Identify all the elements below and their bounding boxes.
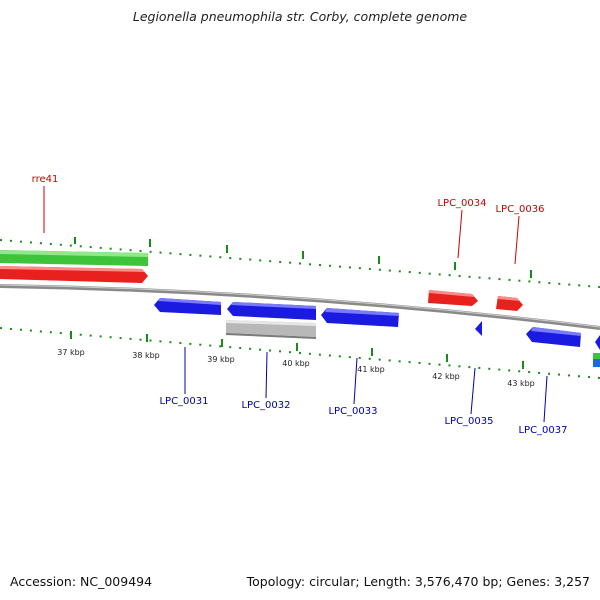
scale-label-38kbp: 38 kbp [132,351,160,360]
reverse-gene-lpc-0032[interactable] [227,302,316,320]
outer-tick-track [0,237,600,288]
pseudo-gene[interactable] [226,320,316,339]
leader-line [470,367,476,415]
reverse-gene-lpc-0031[interactable] [154,298,221,315]
gene-label-lpc-0035[interactable]: LPC_0035 [444,416,493,427]
accession-text: Accession: NC_009494 [10,574,153,589]
scale-labels: 37 kbp 38 kbp 39 kbp 40 kbp 41 kbp 42 kb… [57,348,535,388]
edge-features [593,353,600,367]
scale-label-42kbp: 42 kbp [432,372,460,381]
leader-line [457,209,463,259]
rna-feature-rre41[interactable] [0,250,148,266]
gene-label-lpc-0033[interactable]: LPC_0033 [328,406,377,417]
genome-summary-text: Topology: circular; Length: 3,576,470 bp… [246,574,590,589]
map-title: Legionella pneumophila str. Corby, compl… [132,9,468,24]
forward-gene-labels: rre41 LPC_0034 LPC_0036 [32,174,545,265]
scale-label-43kbp: 43 kbp [507,379,535,388]
reverse-gene-lpc-0033[interactable] [321,308,399,327]
leader-line [514,215,520,265]
gene-label-lpc-0034[interactable]: LPC_0034 [437,198,486,209]
forward-gene-lpc-0036[interactable] [496,296,523,311]
inner-tick-track [0,327,600,379]
gene-label-lpc-0036[interactable]: LPC_0036 [495,204,544,215]
reverse-gene-edge[interactable] [595,335,600,350]
scale-label-41kbp: 41 kbp [357,365,385,374]
gene-label-rre41[interactable]: rre41 [32,174,59,185]
gene-label-lpc-0031[interactable]: LPC_0031 [159,396,208,407]
reverse-gene-labels: LPC_0031 LPC_0032 LPC_0033 LPC_0035 LPC_… [159,347,568,436]
forward-gene-lpc-0034[interactable] [428,290,478,306]
genome-backbone [0,284,600,330]
scale-label-37kbp: 37 kbp [57,348,85,357]
gene-label-lpc-0037[interactable]: LPC_0037 [518,425,567,436]
reverse-gene-lpc-0037[interactable] [526,327,581,347]
forward-gene-long[interactable] [0,266,148,283]
scale-label-40kbp: 40 kbp [282,359,310,368]
leader-line [543,375,548,423]
reverse-gene-lpc-0035[interactable] [475,321,482,336]
leader-line [265,351,268,399]
scale-label-39kbp: 39 kbp [207,355,235,364]
gene-label-lpc-0032[interactable]: LPC_0032 [241,400,290,411]
leader-line [353,357,358,405]
